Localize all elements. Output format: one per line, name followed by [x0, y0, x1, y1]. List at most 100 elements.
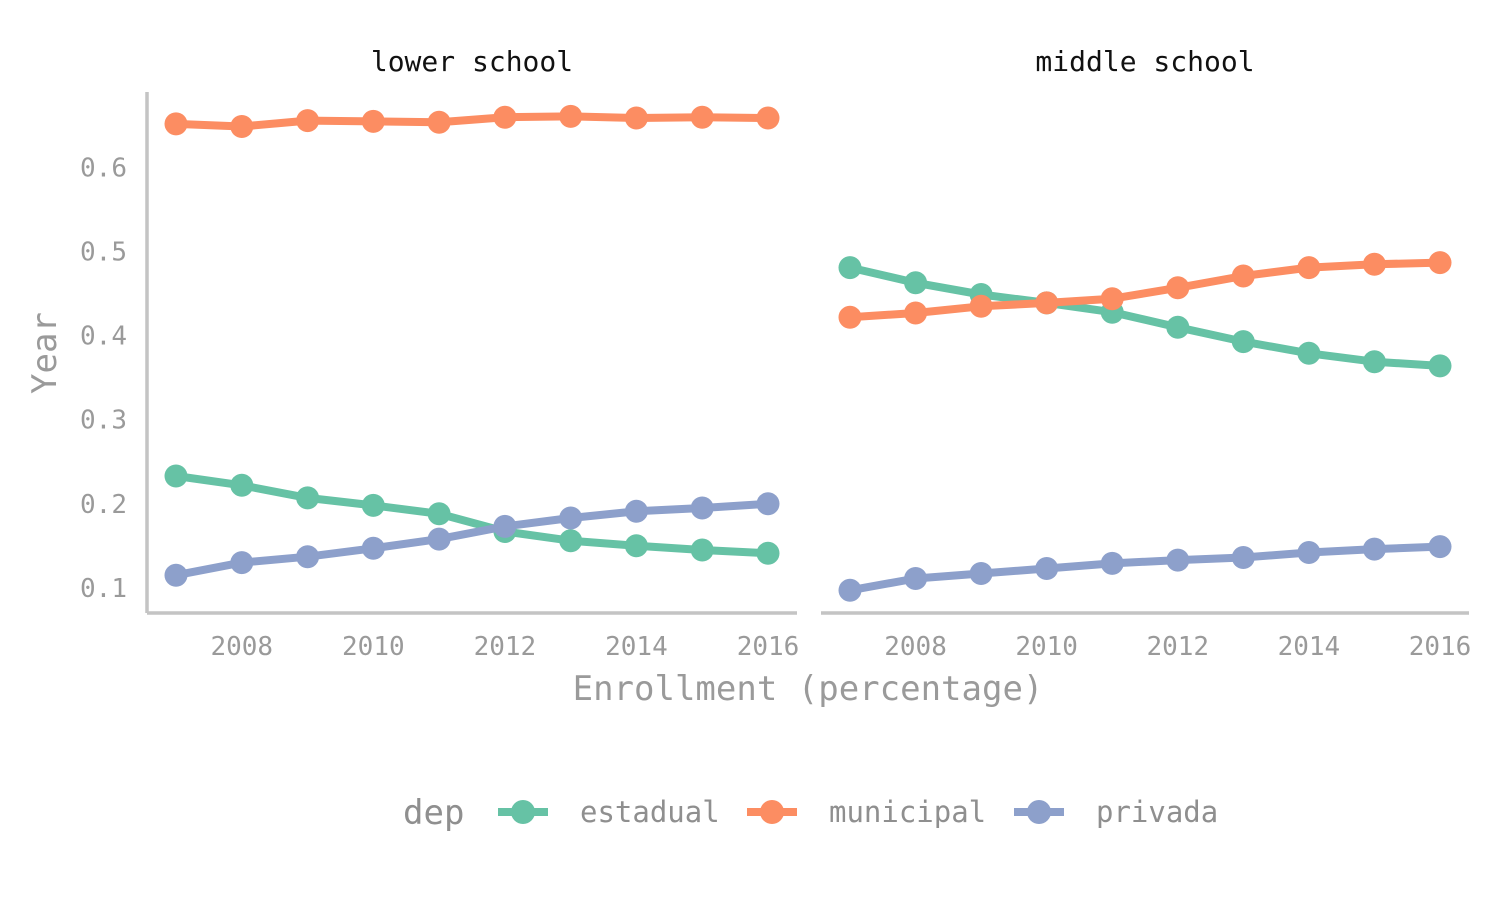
data-point	[361, 109, 385, 133]
data-point	[1362, 537, 1386, 561]
legend-item-municipal: municipal	[747, 795, 986, 829]
data-point	[756, 106, 780, 130]
data-point	[1297, 541, 1321, 564]
data-point	[559, 529, 583, 553]
data-point	[690, 105, 714, 129]
data-point	[838, 256, 862, 280]
data-point	[427, 110, 451, 134]
data-point	[361, 536, 385, 560]
data-point	[1428, 251, 1452, 275]
data-point	[1100, 287, 1124, 311]
data-point	[493, 105, 517, 129]
y-tick-label: 0.4	[80, 322, 127, 352]
series-municipal	[838, 251, 1452, 329]
series-line	[172, 472, 772, 558]
data-point	[296, 545, 320, 569]
data-point	[624, 499, 648, 523]
data-point	[1297, 341, 1321, 365]
data-point	[296, 486, 320, 510]
data-point	[230, 473, 254, 497]
data-point	[1428, 535, 1452, 559]
legend: dep estadual municipal privada	[403, 793, 1218, 833]
data-point	[1231, 546, 1255, 569]
data-point	[624, 534, 648, 558]
data-point	[969, 294, 993, 318]
y-tick-label: 0.2	[80, 490, 127, 520]
y-tick-label: 0.5	[80, 238, 127, 268]
data-point	[230, 551, 254, 575]
data-point	[904, 271, 928, 295]
panel-title: middle school	[1035, 45, 1254, 78]
legend-item-privada: privada	[1014, 795, 1218, 829]
legend-key-point	[1027, 800, 1051, 824]
data-point	[1297, 256, 1321, 280]
data-point	[1100, 551, 1124, 575]
series-estadual	[838, 256, 1452, 378]
data-point	[1166, 276, 1190, 300]
series-line	[846, 542, 1444, 595]
data-point	[838, 305, 862, 329]
data-point	[427, 502, 451, 526]
data-point	[756, 492, 780, 516]
panel-1: lower school 0.1 0.2 0.3 0.4 0.5 0.6 2008 2010 20…	[80, 45, 799, 662]
data-point	[1231, 264, 1255, 288]
data-point	[559, 506, 583, 530]
series-estadual	[164, 464, 780, 565]
legend-title: dep	[403, 793, 464, 833]
data-point	[969, 562, 993, 585]
data-point	[164, 112, 188, 136]
panel-title: lower school	[371, 45, 573, 78]
data-point	[1428, 354, 1452, 378]
legend-label: privada	[1096, 795, 1218, 829]
x-tick-label: 2008	[210, 632, 273, 662]
data-point	[1362, 350, 1386, 374]
series-line	[846, 258, 1444, 322]
y-axis-title: Year	[25, 312, 65, 394]
legend-label: estadual	[580, 795, 720, 829]
x-tick-label: 2012	[474, 632, 537, 662]
y-tick-label: 0.1	[80, 574, 127, 604]
series-municipal	[164, 104, 780, 138]
legend-item-estadual: estadual	[498, 795, 720, 829]
x-tick-label: 2014	[1278, 632, 1341, 662]
series-line	[172, 112, 772, 131]
data-point	[1035, 557, 1059, 580]
x-tick-label: 2008	[884, 632, 947, 662]
series-privada	[838, 535, 1452, 602]
data-point	[427, 527, 451, 551]
data-point	[1166, 548, 1190, 572]
data-point	[904, 301, 928, 325]
panel-2: middle school 2008 2010 2012 2014 2016	[821, 45, 1471, 662]
data-point	[493, 514, 517, 538]
x-tick-label: 2014	[605, 632, 668, 662]
data-point	[904, 567, 928, 590]
data-point	[164, 563, 188, 587]
data-point	[690, 496, 714, 520]
data-point	[230, 115, 254, 138]
data-point	[1166, 315, 1190, 339]
y-tick-label: 0.6	[80, 154, 127, 184]
panels: lower school 0.1 0.2 0.3 0.4 0.5 0.6 2008 2010 20…	[80, 45, 1471, 662]
x-tick-label: 2016	[1409, 632, 1472, 662]
data-point	[164, 464, 188, 488]
data-point	[1035, 291, 1059, 315]
data-point	[1231, 330, 1255, 354]
data-point	[296, 109, 320, 133]
data-point	[361, 493, 385, 517]
x-tick-label: 2012	[1146, 632, 1209, 662]
data-point	[1362, 252, 1386, 276]
x-tick-label: 2010	[1015, 632, 1078, 662]
y-tick-label: 0.3	[80, 406, 127, 436]
series-line	[846, 263, 1444, 370]
data-point	[690, 538, 714, 562]
data-point	[838, 578, 862, 602]
legend-key-point	[511, 800, 535, 824]
series-line	[172, 499, 772, 580]
x-tick-label: 2010	[342, 632, 405, 662]
legend-key-point	[760, 800, 784, 824]
data-point	[559, 104, 583, 128]
x-tick-label: 2016	[737, 632, 800, 662]
legend-label: municipal	[829, 795, 986, 829]
x-axis-title: Enrollment (percentage)	[573, 669, 1044, 709]
